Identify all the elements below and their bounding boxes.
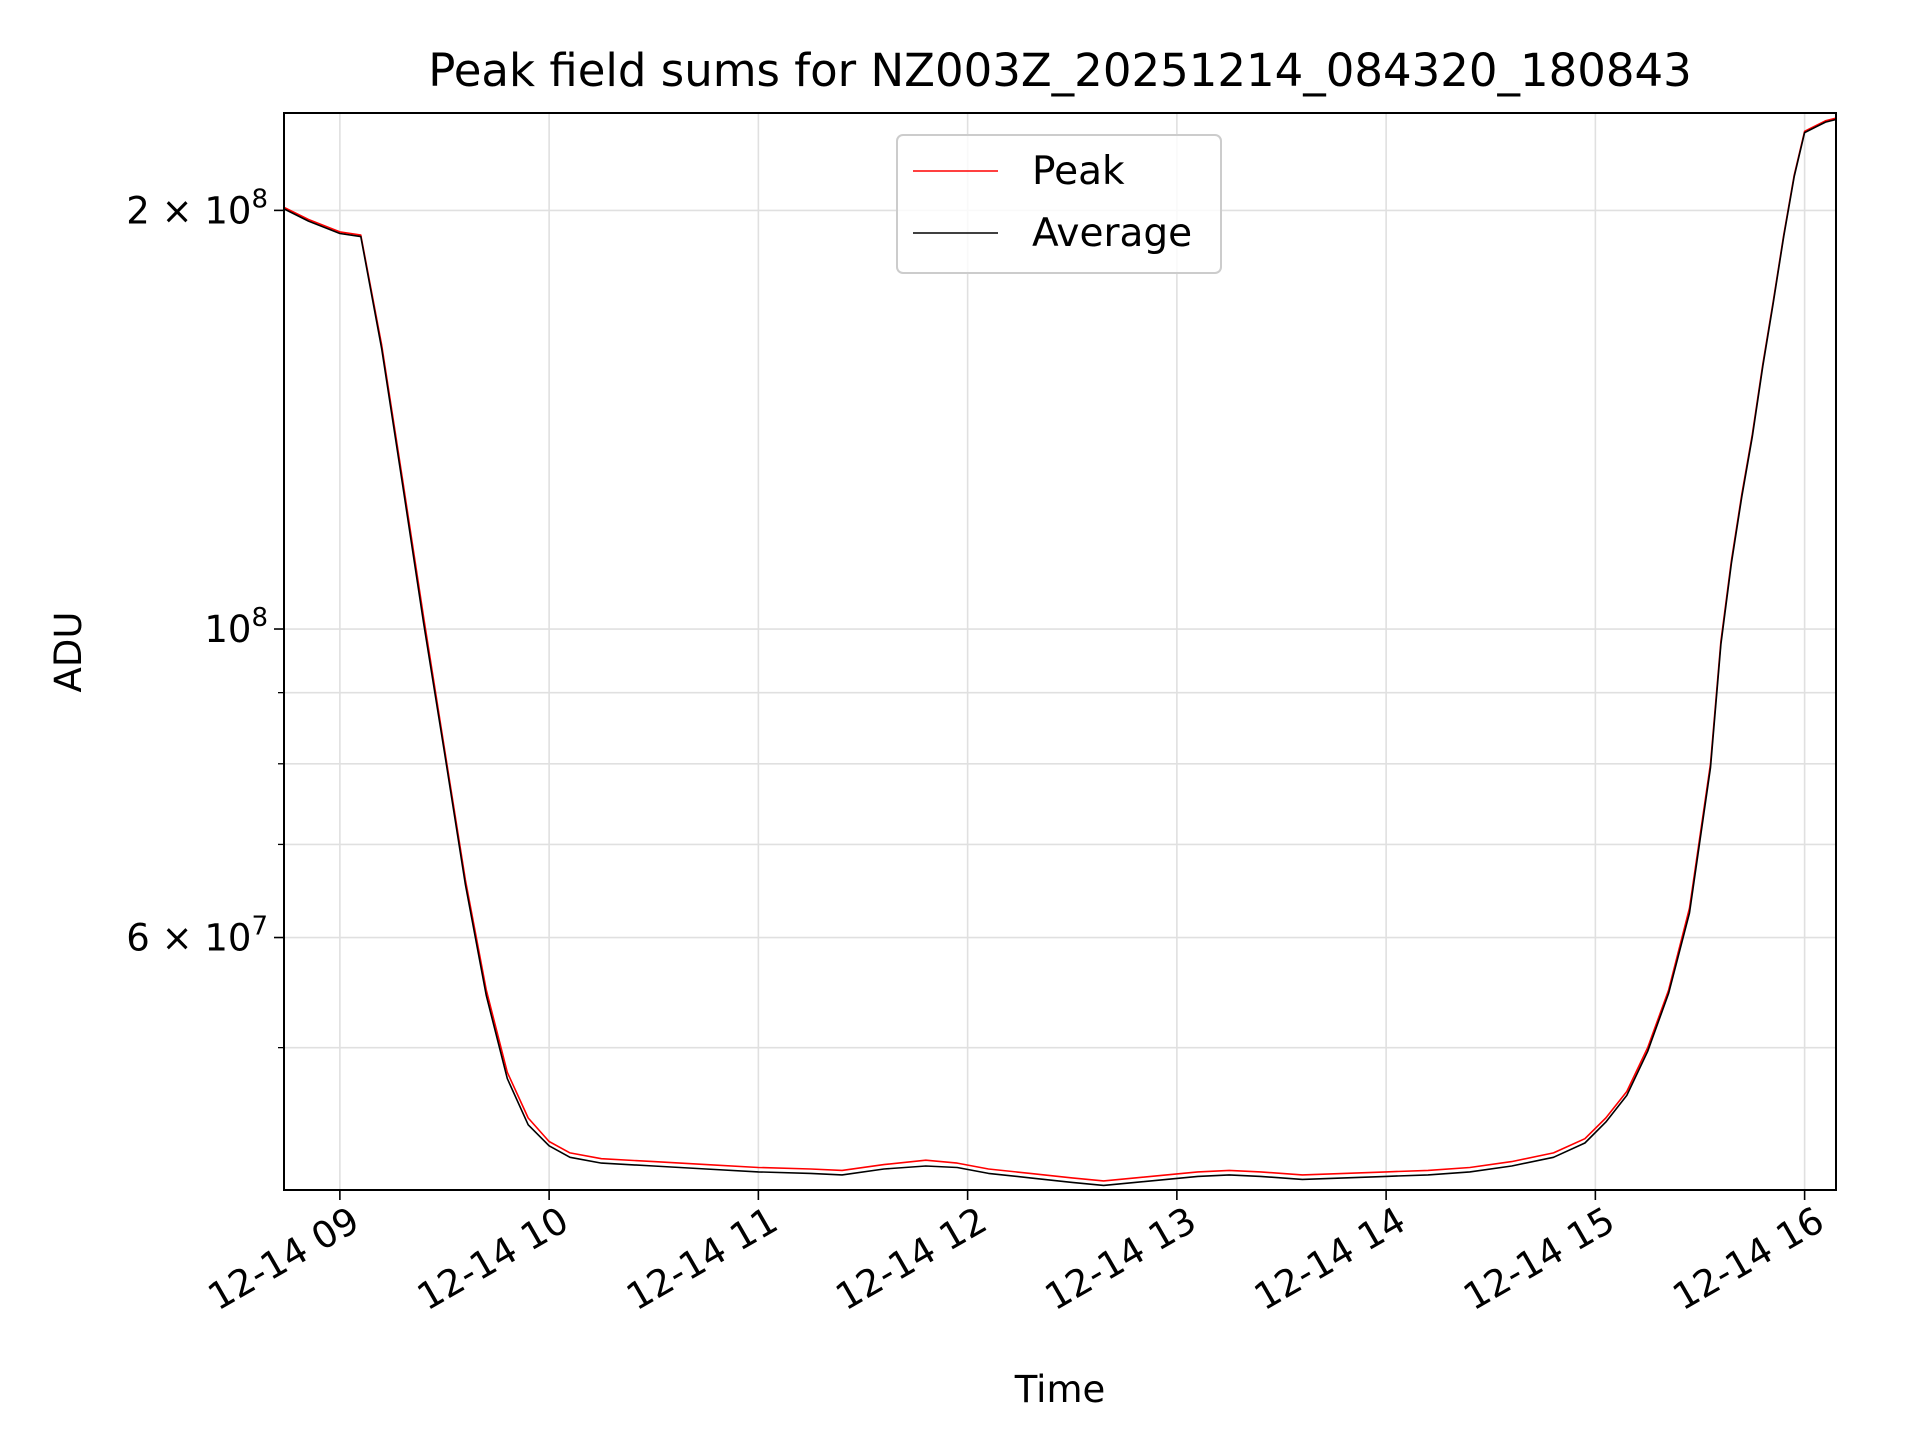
legend-label-peak: Peak: [1032, 149, 1125, 194]
legend: Peak Average: [896, 134, 1222, 274]
y-tick-label: 108: [204, 603, 268, 651]
plot-frame: [283, 112, 1837, 1191]
series-layer: [283, 117, 1837, 1187]
legend-label-average: Average: [1032, 211, 1192, 256]
legend-box: [896, 134, 1222, 274]
y-axis-label: ADU: [47, 612, 90, 693]
series-line-average: [283, 118, 1837, 1187]
y-tick-label: 2 × 108: [126, 184, 268, 232]
chart-title: Peak field sums for NZ003Z_20251214_0843…: [428, 44, 1692, 97]
x-axis-label: Time: [1014, 1368, 1106, 1411]
y-tick-label: 6 × 107: [126, 912, 268, 960]
